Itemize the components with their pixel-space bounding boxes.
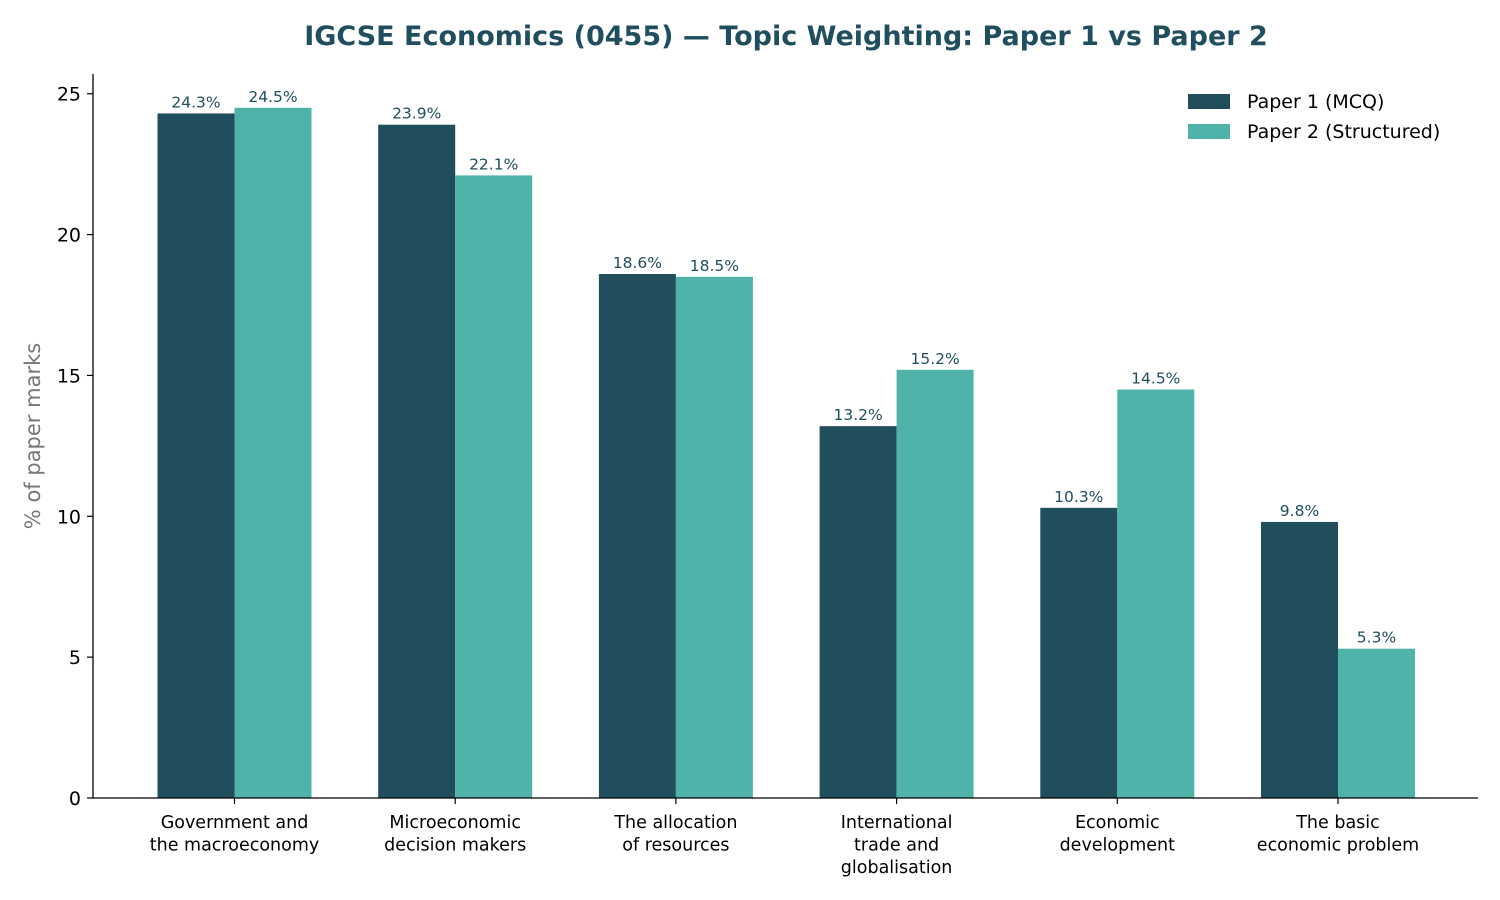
legend: Paper 1 (MCQ) Paper 2 (Structured) (1188, 91, 1440, 143)
legend-label: Paper 1 (MCQ) (1247, 91, 1384, 113)
y-tick-label: 20 (57, 225, 81, 247)
bar-paper-1 (598, 274, 676, 798)
bar-paper-1 (819, 426, 897, 798)
bar-paper-1 (378, 124, 456, 798)
plot-area: 0 5 10 15 20 25 24.3% 24.5% Government and the ma… (57, 84, 1419, 878)
data-label: 9.8% (1280, 502, 1319, 520)
chart-title: IGCSE Economics (0455) — Topic Weighting… (304, 21, 1268, 52)
bar-paper-1 (1261, 521, 1338, 798)
y-tick-label: 0 (69, 788, 81, 810)
legend-swatch (1188, 94, 1230, 109)
x-tick-label: The basic economic problem (1257, 813, 1419, 856)
data-label: 22.1% (469, 155, 518, 173)
data-label: 13.2% (833, 406, 882, 424)
bar-paper-2 (896, 369, 974, 798)
x-tick-label: International trade and globalisation (841, 813, 953, 878)
data-label: 24.3% (171, 93, 220, 111)
legend-label: Paper 2 (Structured) (1247, 121, 1440, 143)
bar-paper-2 (234, 107, 312, 799)
data-label: 10.3% (1054, 488, 1103, 506)
data-label: 15.2% (910, 350, 959, 368)
y-tick-label: 25 (57, 84, 81, 106)
x-tick-label: Economic development (1060, 813, 1176, 856)
data-label: 24.5% (248, 88, 297, 106)
data-label: 18.5% (690, 257, 739, 275)
y-axis-label: % of paper marks (21, 343, 45, 529)
y-tick-label: 5 (69, 647, 81, 669)
data-label: 23.9% (392, 105, 441, 123)
bar-paper-2 (675, 276, 753, 799)
bar-paper-1 (1040, 507, 1118, 798)
data-label: 14.5% (1131, 370, 1180, 388)
x-tick-label: Microeconomic decision makers (384, 813, 526, 856)
y-tick-label: 15 (57, 365, 81, 387)
bar-paper-1 (157, 113, 235, 798)
x-tick-label: Government and the macroeconomy (150, 813, 320, 856)
data-label: 5.3% (1357, 629, 1396, 647)
bar-paper-2 (455, 175, 533, 799)
data-label: 18.6% (613, 254, 662, 272)
legend-swatch (1188, 124, 1230, 139)
bar-paper-2 (1338, 648, 1415, 798)
x-tick-label: The allocation of resources (613, 813, 737, 856)
y-tick-label: 10 (57, 506, 81, 528)
bar-paper-2 (1117, 389, 1195, 798)
